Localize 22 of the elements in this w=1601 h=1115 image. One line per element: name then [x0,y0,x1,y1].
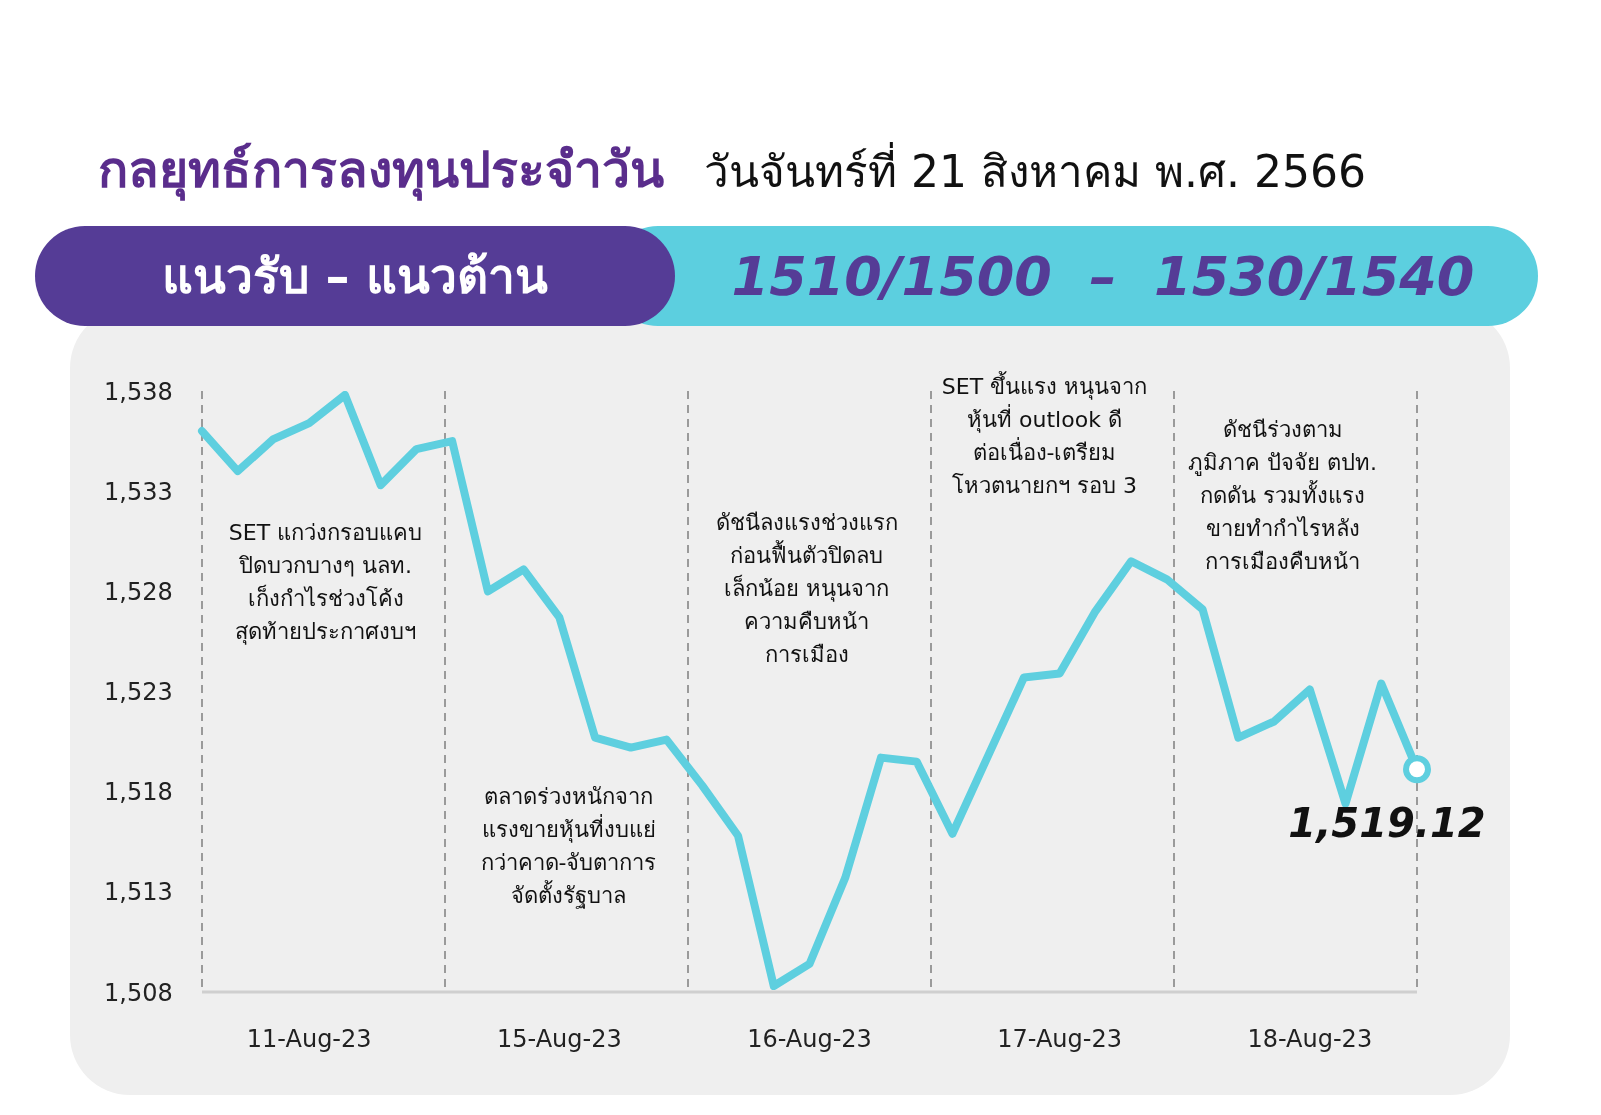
chart-subtitle: วันจันทร์ที่ 21 สิงหาคม พ.ศ. 2566 [704,141,1366,199]
y-tick-label: 1,508 [104,978,173,1007]
y-tick-label: 1,528 [104,577,173,606]
y-tick-label: 1,513 [104,878,173,907]
text: แนวรับ – แนวต้าน [161,247,549,306]
data-label: 1,519.12 [1288,800,1486,847]
x-tick-label: 16-Aug-23 [747,1025,872,1054]
y-tick-label: 1,518 [104,778,173,807]
annotation: ตลาดร่วงหนักจาก แรงขายหุ้นที่งบแย่ กว่าคาด-จับตาการ จัดตั้งรัฐบาล [479,783,658,911]
annotation: ดัชนีลงแรงช่วงแรก ก่อนฟื้นตัวปิดลบ เล็กน้อย หนุนจาก ความคืบหน้า การเมือง [714,509,899,669]
x-tick-label: 17-Aug-23 [997,1025,1123,1054]
annotation: SET ขึ้นแรง หนุนจาก หุ้นที่ outlook ดี ต่อเนื่อง-เตรียม โหวตนายกฯ รอบ 3 [940,370,1149,500]
y-tick-label: 1,533 [104,477,173,506]
x-tick-label: 15-Aug-23 [496,1025,622,1054]
y-tick-label: 1,523 [104,678,173,707]
y-tick-label: 1,538 [104,377,173,406]
annotation: SET แกว่งกรอบแคบ ปิดบวกบางๆ นลท. เก็งกำไรช่วงโค้ง สุดท้ายประกาศงบฯ [227,519,424,647]
x-tick-label: 11-Aug-23 [246,1025,372,1054]
x-tick-label: 18-Aug-23 [1247,1025,1373,1054]
chart-title: กลยุทธ์การลงทุนประจำวัน [98,140,664,203]
text: 1510/1500 – 1530/1540 [731,244,1475,308]
annotation: ดัชนีร่วงตาม ภูมิภาค ปัจจัย ตปท. กดดัน รวมทั้งแรง ขายทำกำไรหลัง การเมืองคืบหน้า [1187,416,1378,576]
